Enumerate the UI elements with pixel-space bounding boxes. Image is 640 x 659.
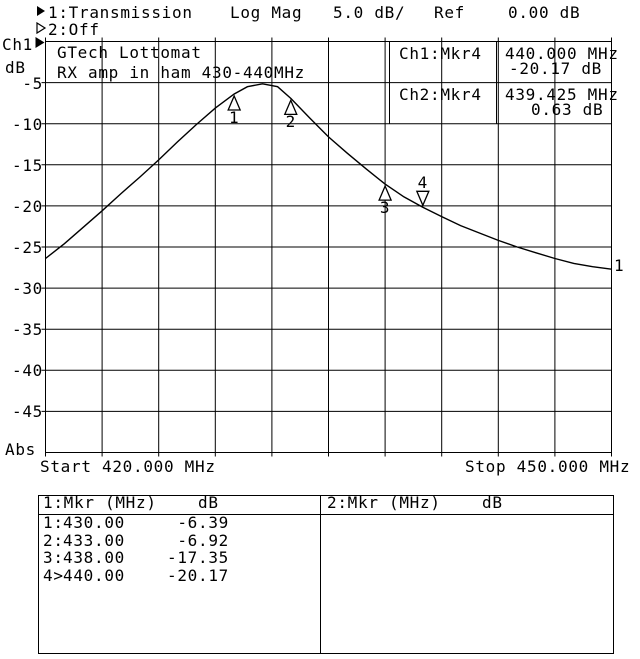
- trace2-inactive-indicator-icon: [36, 22, 47, 35]
- marker-up-triangle-icon: [378, 184, 393, 201]
- scale-per-div: 5.0 dB/: [333, 3, 406, 22]
- reference-level-marker-icon: [35, 37, 45, 48]
- marker-up-triangle-icon: [283, 98, 298, 116]
- stop-frequency-label: Stop 450.000 MHz: [465, 457, 631, 476]
- y-tick-label: -15: [12, 155, 43, 175]
- y-tick-label: -35: [12, 320, 43, 340]
- start-frequency-label: Start 420.000 MHz: [40, 457, 216, 476]
- marker-table-row: 3: 438.00 -17.35: [43, 548, 313, 568]
- ref-value: 0.00 dB: [508, 3, 581, 22]
- ref-label: Ref: [434, 3, 465, 22]
- marker-1-number: 1: [228, 108, 240, 128]
- y-tick-label: -10: [12, 114, 43, 134]
- trace1-label: 1:Transmission: [48, 3, 193, 22]
- marker-table1-header: 1:Mkr (MHz) dB: [43, 493, 219, 512]
- marker-id-cell: 2:: [43, 530, 64, 550]
- annotation-line1: GTech Lottomat: [57, 43, 202, 62]
- trace1-active-indicator-icon: [37, 6, 45, 16]
- y-tick-label: -30: [12, 279, 43, 299]
- y-tick-label: -5: [22, 73, 43, 93]
- y-tick-label: -45: [12, 402, 43, 422]
- marker-3-number: 3: [379, 198, 391, 218]
- marker-4-number: 4: [417, 173, 428, 193]
- marker-2-number: 2: [285, 112, 296, 132]
- channel-label: Ch1: [2, 35, 33, 54]
- readout-ch2-label: Ch2:Mkr4: [399, 85, 482, 104]
- y-tick-label: -25: [12, 238, 43, 257]
- format-label: Log Mag: [230, 3, 303, 22]
- readout-ch1-level: -20.17 dB: [509, 59, 602, 78]
- readout-ch2-level: 0.63 dB: [531, 100, 604, 119]
- marker-level-cell: -20.17: [167, 565, 229, 585]
- readout-ch1-freq: 440.000 MHz: [505, 44, 619, 63]
- y-tick-label: -40: [12, 361, 43, 381]
- marker-table-row: 1: 430.00 -6.39: [43, 513, 313, 533]
- marker-level-cell: -6.92: [177, 530, 229, 550]
- readout-ch1-label: Ch1:Mkr4: [399, 44, 482, 63]
- trace2-label: 2:Off: [48, 20, 100, 39]
- marker-table-border: [38, 495, 614, 654]
- marker-up-triangle-icon: [227, 94, 242, 111]
- marker-freq-cell: 430.00: [63, 513, 125, 532]
- marker-id-cell: 1:: [43, 513, 64, 532]
- marker-level-cell: -17.35: [167, 548, 229, 567]
- marker-freq-cell: 440.00: [63, 565, 125, 585]
- marker-table2-header: 2:Mkr (MHz) dB: [327, 493, 503, 512]
- axis-unit-label: dB: [5, 58, 26, 77]
- marker-table-row: 4> 440.00 -20.17: [43, 565, 313, 586]
- marker-level-cell: -6.39: [177, 513, 229, 532]
- marker-freq-cell: 433.00: [63, 530, 125, 550]
- marker-freq-cell: 438.00: [63, 548, 125, 567]
- trace-markers: [227, 94, 430, 207]
- axis-mode-label: Abs: [5, 440, 36, 459]
- marker-id-cell: 3:: [43, 548, 64, 567]
- trace-end-number: 1: [614, 256, 625, 275]
- marker-table-row: 2: 433.00 -6.92: [43, 530, 313, 551]
- readout-ch2-freq: 439.425 MHz: [505, 85, 619, 104]
- marker-id-cell: 4>: [43, 565, 64, 585]
- y-tick-label: -20: [12, 196, 43, 216]
- marker-down-triangle-icon: [415, 190, 430, 207]
- annotation-line2: RX amp in ham 430-440MHz: [57, 63, 305, 82]
- trace-ch1: [45, 83, 612, 270]
